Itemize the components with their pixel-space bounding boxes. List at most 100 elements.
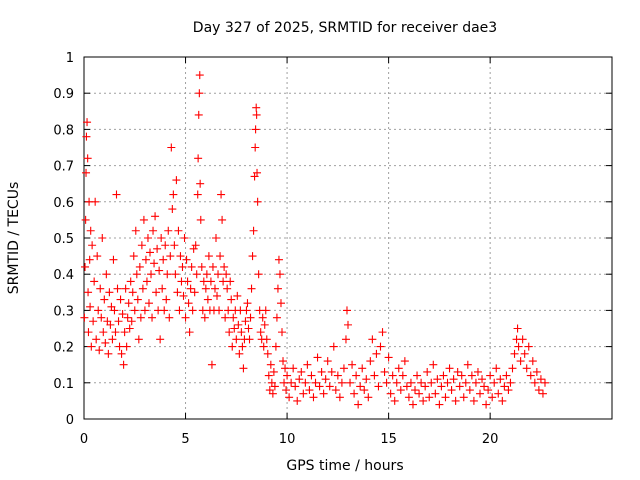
axis-ticks: 00.10.20.30.40.50.60.70.80.910 5 10 15 20	[53, 51, 612, 447]
data-point	[81, 215, 90, 224]
data-point	[182, 255, 191, 264]
data-point	[528, 357, 537, 366]
y-tick-label: 0.4	[53, 268, 74, 283]
data-point	[404, 393, 413, 402]
data-point	[196, 179, 205, 188]
data-point	[129, 252, 138, 261]
data-point	[374, 382, 383, 391]
data-point	[242, 306, 251, 315]
data-point	[176, 252, 185, 261]
data-point	[148, 313, 157, 322]
data-point	[258, 313, 267, 322]
y-tick-label: 0.7	[53, 160, 74, 175]
data-point	[251, 143, 260, 152]
data-point	[406, 378, 415, 387]
x-tick-label: 15	[380, 432, 397, 447]
data-point	[427, 378, 436, 387]
data-point	[384, 353, 393, 362]
data-point	[319, 389, 328, 398]
data-point	[86, 302, 95, 311]
data-point	[87, 342, 96, 351]
data-point	[329, 342, 338, 351]
data-point	[132, 270, 141, 279]
data-point	[350, 389, 359, 398]
data-point	[184, 299, 193, 308]
data-point	[96, 284, 105, 293]
data-point	[82, 132, 91, 141]
data-point	[370, 371, 379, 380]
data-point	[156, 335, 165, 344]
data-point	[303, 360, 312, 369]
data-point	[210, 284, 219, 293]
data-point	[109, 255, 118, 264]
data-point	[219, 277, 228, 286]
data-point	[218, 215, 227, 224]
data-point	[115, 342, 124, 351]
data-point	[331, 386, 340, 395]
data-point	[358, 364, 367, 373]
data-point	[392, 378, 401, 387]
data-point	[386, 389, 395, 398]
data-point	[307, 371, 316, 380]
data-point	[220, 262, 229, 271]
data-point	[221, 313, 230, 322]
data-point	[172, 176, 181, 185]
data-point	[253, 168, 262, 177]
data-point	[149, 226, 158, 235]
data-point	[90, 277, 99, 286]
data-point	[366, 357, 375, 366]
data-point	[417, 378, 426, 387]
data-point	[128, 288, 137, 297]
data-point	[91, 197, 100, 206]
data-point	[85, 255, 94, 264]
data-point	[114, 317, 123, 326]
data-point	[453, 367, 462, 376]
data-point	[396, 386, 405, 395]
data-point	[179, 291, 188, 300]
data-point	[153, 244, 162, 253]
data-point	[147, 270, 156, 279]
data-point	[341, 335, 350, 344]
data-point	[311, 378, 320, 387]
data-point	[335, 393, 344, 402]
y-tick-label: 0.1	[53, 377, 74, 392]
data-point	[451, 396, 460, 405]
data-point	[105, 288, 114, 297]
data-point	[260, 320, 269, 329]
data-point	[439, 371, 448, 380]
data-point	[413, 371, 422, 380]
data-point	[354, 400, 363, 409]
data-point	[346, 378, 355, 387]
data-point	[425, 393, 434, 402]
data-point	[212, 234, 220, 242]
data-point	[167, 143, 176, 152]
data-point	[317, 367, 326, 376]
y-axis-label: SRMTID / TECUs	[6, 182, 22, 295]
data-point	[170, 241, 179, 250]
data-point	[206, 277, 215, 286]
data-point	[441, 393, 450, 402]
data-point	[195, 89, 204, 98]
data-point	[238, 342, 247, 351]
data-point	[98, 234, 107, 242]
data-point	[233, 291, 242, 300]
data-point	[244, 324, 253, 333]
data-point	[134, 335, 143, 344]
y-tick-label: 0.6	[53, 196, 74, 211]
data-point	[180, 234, 189, 242]
data-point	[164, 226, 173, 235]
data-point	[168, 205, 177, 214]
data-point	[80, 313, 89, 322]
data-point	[181, 313, 190, 322]
data-point	[445, 364, 454, 373]
data-point	[315, 382, 324, 391]
data-point	[159, 255, 168, 264]
data-point	[169, 190, 178, 199]
data-point	[534, 386, 543, 395]
data-point	[241, 317, 250, 326]
data-point	[471, 378, 480, 387]
data-point	[186, 284, 195, 293]
data-point	[364, 393, 373, 402]
data-point	[89, 317, 98, 326]
data-point	[228, 342, 237, 351]
